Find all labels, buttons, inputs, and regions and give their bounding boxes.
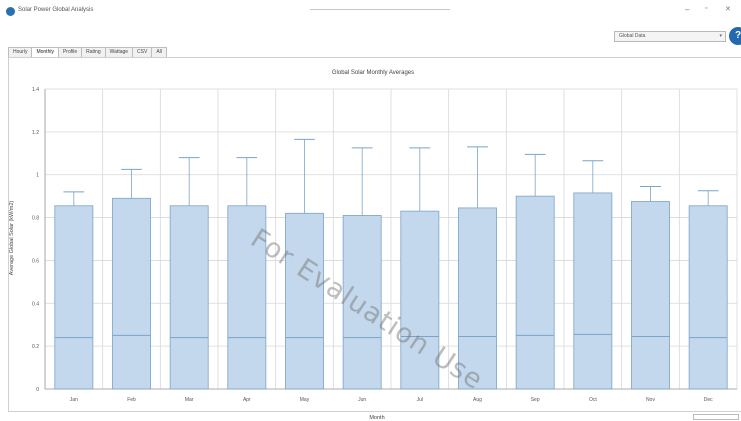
y-axis-label: Average Global Solar (kW/m2) (9, 201, 15, 276)
box-rect (112, 197, 151, 390)
y-tick-label: 0.4 (32, 301, 39, 307)
x-tick-label: Jun (358, 397, 366, 403)
y-tick-label: 0.6 (32, 258, 39, 264)
box-sep[interactable] (515, 153, 555, 390)
chevron-down-icon: ▾ (719, 33, 722, 39)
close-icon[interactable]: ✕ (725, 6, 731, 13)
x-tick-label: Nov (646, 397, 655, 403)
dataset-dropdown-value: Global Data (619, 33, 646, 39)
x-tick-label: Jul (417, 397, 423, 403)
box-rect (515, 195, 555, 390)
box-rect (573, 192, 613, 390)
box-rect (400, 210, 440, 390)
title-bar: Solar Power Global Analysis – ▫ ✕ (0, 0, 741, 22)
box-may[interactable] (285, 138, 324, 390)
help-button[interactable]: ? (729, 27, 741, 45)
box-jun[interactable] (342, 147, 382, 390)
x-tick-label: Feb (127, 397, 136, 403)
chart-title: Global Solar Monthly Averages (332, 70, 414, 76)
box-dec[interactable] (688, 190, 728, 390)
maximize-icon[interactable]: ▫ (705, 5, 708, 12)
box-aug[interactable] (458, 146, 497, 390)
box-rect (688, 205, 728, 390)
box-jan[interactable] (54, 191, 94, 390)
y-tick-label: 1.4 (32, 87, 39, 93)
box-rect (342, 215, 382, 390)
y-tick-label: 0.2 (32, 344, 39, 350)
title-drag-handle[interactable] (310, 9, 450, 10)
x-tick-label: May (300, 397, 310, 403)
status-indicator (693, 414, 739, 420)
box-rect (54, 205, 94, 390)
y-tick-label: 1 (36, 173, 39, 179)
box-mar[interactable] (169, 157, 209, 390)
x-axis-label: Month (369, 415, 384, 421)
minimize-icon[interactable]: – (685, 5, 690, 14)
x-tick-label: Mar (185, 397, 194, 403)
box-rect (631, 201, 670, 390)
x-tick-label: Apr (243, 397, 251, 403)
x-tick-label: Aug (473, 397, 482, 403)
box-feb[interactable] (112, 168, 151, 390)
box-rect (169, 205, 209, 390)
x-tick-label: Dec (704, 397, 713, 403)
box-nov[interactable] (631, 186, 670, 390)
window-title: Solar Power Global Analysis (18, 7, 94, 13)
y-tick-label: 1.2 (32, 130, 39, 136)
y-tick-label: 0 (36, 387, 39, 393)
box-oct[interactable] (573, 160, 613, 390)
y-tick-label: 0.8 (32, 216, 39, 222)
x-tick-label: Sep (531, 397, 540, 403)
box-rect (285, 212, 324, 390)
box-jul[interactable] (400, 147, 440, 390)
box-apr[interactable] (227, 157, 267, 390)
x-tick-label: Jan (70, 397, 78, 403)
app-logo-icon (6, 7, 15, 16)
box-rect (458, 207, 497, 390)
dataset-dropdown[interactable]: Global Data ▾ (614, 31, 726, 42)
x-tick-label: Oct (589, 397, 597, 403)
box-rect (227, 205, 267, 390)
